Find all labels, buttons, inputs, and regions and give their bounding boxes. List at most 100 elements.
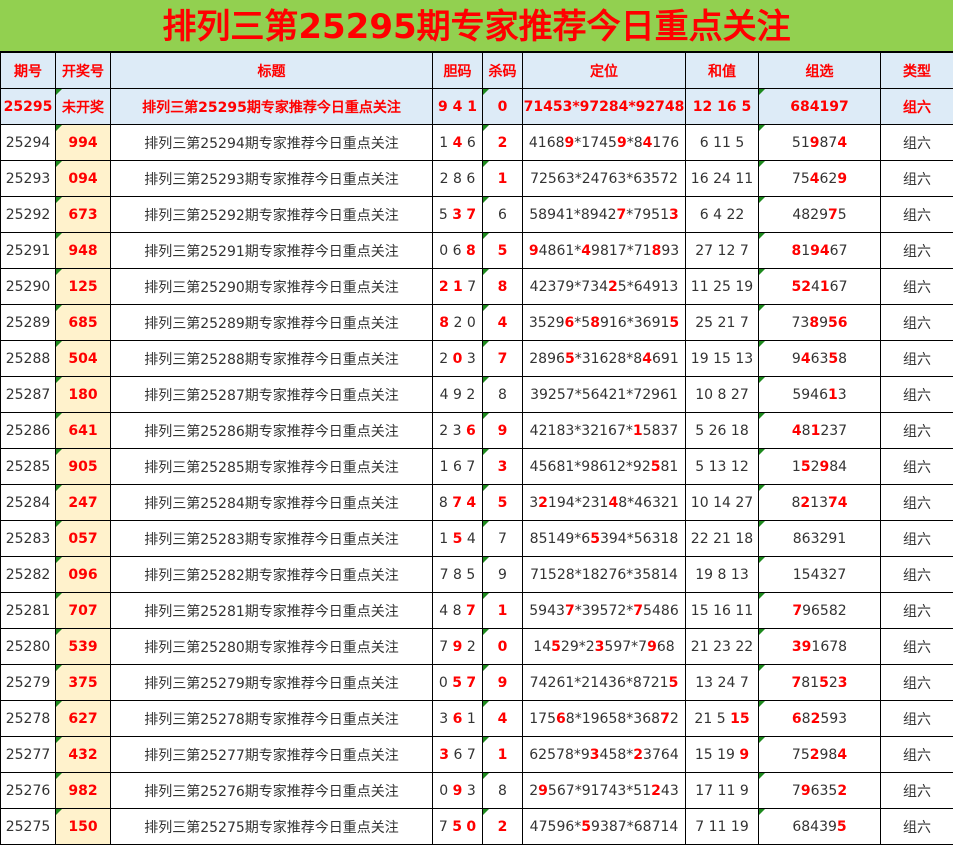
type-cell[interactable]: 组六	[880, 412, 953, 449]
dan-cell[interactable]: 7 5 0	[432, 808, 483, 845]
title-cell[interactable]: 排列三第25278期专家推荐今日重点关注	[110, 700, 433, 737]
title-cell[interactable]: 排列三第25276期专家推荐今日重点关注	[110, 772, 433, 809]
type-cell[interactable]: 组六	[880, 196, 953, 233]
issue-cell[interactable]: 25295	[0, 88, 56, 125]
issue-cell[interactable]: 25278	[0, 700, 56, 737]
dan-cell[interactable]: 5 3 7	[432, 196, 483, 233]
dingwei-cell[interactable]: 72563*24763*63572	[522, 160, 686, 197]
hezhi-cell[interactable]: 21 23 22	[685, 628, 759, 665]
winning-number-cell[interactable]: 948	[55, 232, 111, 269]
hezhi-cell[interactable]: 19 8 13	[685, 556, 759, 593]
hezhi-cell[interactable]: 19 15 13	[685, 340, 759, 377]
dingwei-cell[interactable]: 42379*73425*64913	[522, 268, 686, 305]
title-cell[interactable]: 排列三第25279期专家推荐今日重点关注	[110, 664, 433, 701]
issue-cell[interactable]: 25276	[0, 772, 56, 809]
sha-cell[interactable]: 5	[482, 484, 523, 521]
dan-cell[interactable]: 1 6 7	[432, 448, 483, 485]
dan-cell[interactable]: 8 2 0	[432, 304, 483, 341]
issue-cell[interactable]: 25280	[0, 628, 56, 665]
title-cell[interactable]: 排列三第25294期专家推荐今日重点关注	[110, 124, 433, 161]
winning-number-cell[interactable]: 432	[55, 736, 111, 773]
zuxuan-cell[interactable]: 682593	[758, 700, 881, 737]
dingwei-cell[interactable]: 17568*19658*36872	[522, 700, 686, 737]
sha-cell[interactable]: 4	[482, 700, 523, 737]
sha-cell[interactable]: 0	[482, 628, 523, 665]
sha-cell[interactable]: 9	[482, 556, 523, 593]
title-cell[interactable]: 排列三第25277期专家推荐今日重点关注	[110, 736, 433, 773]
sha-cell[interactable]: 2	[482, 808, 523, 845]
winning-number-cell[interactable]: 未开奖	[55, 88, 111, 125]
issue-cell[interactable]: 25285	[0, 448, 56, 485]
title-cell[interactable]: 排列三第25281期专家推荐今日重点关注	[110, 592, 433, 629]
dan-cell[interactable]: 0 5 7	[432, 664, 483, 701]
winning-number-cell[interactable]: 627	[55, 700, 111, 737]
type-cell[interactable]: 组六	[880, 448, 953, 485]
winning-number-cell[interactable]: 125	[55, 268, 111, 305]
zuxuan-cell[interactable]: 781523	[758, 664, 881, 701]
type-cell[interactable]: 组六	[880, 556, 953, 593]
dingwei-cell[interactable]: 41689*17459*84176	[522, 124, 686, 161]
zuxuan-cell[interactable]: 752984	[758, 736, 881, 773]
hezhi-cell[interactable]: 15 19 9	[685, 736, 759, 773]
winning-number-cell[interactable]: 685	[55, 304, 111, 341]
dan-cell[interactable]: 8 7 4	[432, 484, 483, 521]
type-cell[interactable]: 组六	[880, 268, 953, 305]
sha-cell[interactable]: 5	[482, 232, 523, 269]
type-cell[interactable]: 组六	[880, 592, 953, 629]
type-cell[interactable]: 组六	[880, 628, 953, 665]
winning-number-cell[interactable]: 180	[55, 376, 111, 413]
dingwei-cell[interactable]: 62578*93458*23764	[522, 736, 686, 773]
hezhi-cell[interactable]: 6 4 22	[685, 196, 759, 233]
zuxuan-cell[interactable]: 154327	[758, 556, 881, 593]
sha-cell[interactable]: 8	[482, 376, 523, 413]
dingwei-cell[interactable]: 39257*56421*72961	[522, 376, 686, 413]
type-cell[interactable]: 组六	[880, 124, 953, 161]
hezhi-cell[interactable]: 15 16 11	[685, 592, 759, 629]
sha-cell[interactable]: 1	[482, 736, 523, 773]
zuxuan-cell[interactable]: 946358	[758, 340, 881, 377]
type-cell[interactable]: 组六	[880, 736, 953, 773]
title-cell[interactable]: 排列三第25284期专家推荐今日重点关注	[110, 484, 433, 521]
issue-cell[interactable]: 25282	[0, 556, 56, 593]
issue-cell[interactable]: 25275	[0, 808, 56, 845]
hezhi-cell[interactable]: 16 24 11	[685, 160, 759, 197]
hezhi-cell[interactable]: 25 21 7	[685, 304, 759, 341]
hezhi-cell[interactable]: 11 25 19	[685, 268, 759, 305]
dan-cell[interactable]: 0 6 8	[432, 232, 483, 269]
sha-cell[interactable]: 7	[482, 340, 523, 377]
dan-cell[interactable]: 2 8 6	[432, 160, 483, 197]
dan-cell[interactable]: 1 5 4	[432, 520, 483, 557]
issue-cell[interactable]: 25277	[0, 736, 56, 773]
zuxuan-cell[interactable]: 863291	[758, 520, 881, 557]
sha-cell[interactable]: 0	[482, 88, 523, 125]
zuxuan-cell[interactable]: 152984	[758, 448, 881, 485]
hezhi-cell[interactable]: 5 26 18	[685, 412, 759, 449]
title-cell[interactable]: 排列三第25287期专家推荐今日重点关注	[110, 376, 433, 413]
dan-cell[interactable]: 7 9 2	[432, 628, 483, 665]
sha-cell[interactable]: 1	[482, 592, 523, 629]
hezhi-cell[interactable]: 12 16 5	[685, 88, 759, 125]
dingwei-cell[interactable]: 28965*31628*84691	[522, 340, 686, 377]
winning-number-cell[interactable]: 994	[55, 124, 111, 161]
title-cell[interactable]: 排列三第25288期专家推荐今日重点关注	[110, 340, 433, 377]
sha-cell[interactable]: 2	[482, 124, 523, 161]
hezhi-cell[interactable]: 21 5 15	[685, 700, 759, 737]
hezhi-cell[interactable]: 27 12 7	[685, 232, 759, 269]
winning-number-cell[interactable]: 247	[55, 484, 111, 521]
sha-cell[interactable]: 9	[482, 412, 523, 449]
type-cell[interactable]: 组六	[880, 88, 953, 125]
dingwei-cell[interactable]: 58941*89427*79513	[522, 196, 686, 233]
issue-cell[interactable]: 25290	[0, 268, 56, 305]
type-cell[interactable]: 组六	[880, 376, 953, 413]
sha-cell[interactable]: 9	[482, 664, 523, 701]
dingwei-cell[interactable]: 71528*18276*35814	[522, 556, 686, 593]
zuxuan-cell[interactable]: 821374	[758, 484, 881, 521]
winning-number-cell[interactable]: 094	[55, 160, 111, 197]
hezhi-cell[interactable]: 17 11 9	[685, 772, 759, 809]
dingwei-cell[interactable]: 14529*23597*7968	[522, 628, 686, 665]
winning-number-cell[interactable]: 905	[55, 448, 111, 485]
type-cell[interactable]: 组六	[880, 340, 953, 377]
issue-cell[interactable]: 25284	[0, 484, 56, 521]
winning-number-cell[interactable]: 641	[55, 412, 111, 449]
zuxuan-cell[interactable]: 519874	[758, 124, 881, 161]
